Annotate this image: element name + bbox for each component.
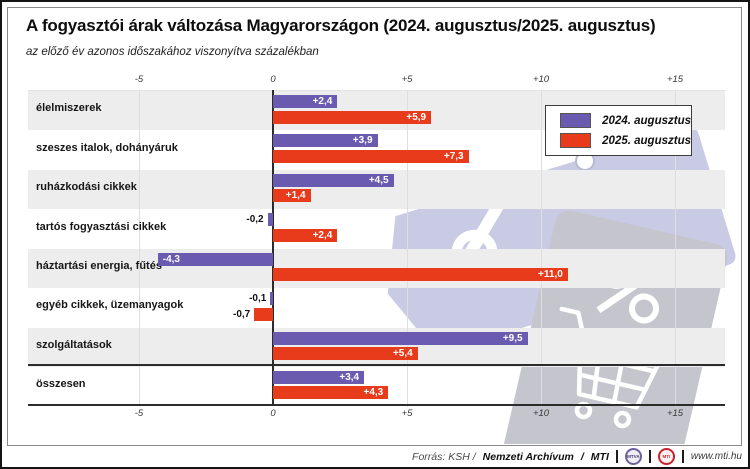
gridline <box>675 91 676 407</box>
bar-value-label: +4,3 <box>363 387 384 398</box>
category-label: összesen <box>36 377 86 390</box>
category-label: tartós fogyasztási cikkek <box>36 220 167 233</box>
legend-label-2024: 2024. augusztus <box>602 114 691 127</box>
bar-2025 <box>254 307 273 321</box>
x-tick-top: -5 <box>134 74 144 85</box>
bar-2024: +4,5 <box>273 173 394 187</box>
content-frame <box>7 7 742 446</box>
bar-value-label: +4,5 <box>368 174 389 186</box>
x-tick-top: +15 <box>666 74 684 85</box>
bar-value-label: +5,4 <box>392 348 413 360</box>
bar-2025: +2,4 <box>273 228 338 242</box>
source-label: Forrás: KSH / <box>412 450 476 463</box>
category-label: háztartási energia, fűtés <box>36 259 162 272</box>
bar-2024 <box>267 213 273 227</box>
legend-swatch-2024 <box>560 113 592 128</box>
bar-2025: +1,4 <box>273 189 311 203</box>
plot-foreground: élelmiszerek +2,4 +5,9 szeszes italok, dohá… <box>28 90 725 406</box>
bar-2025: +11,0 <box>273 268 568 282</box>
x-tick-top: +5 <box>401 74 413 85</box>
gridline <box>407 91 408 407</box>
category-label: ruházkodási cikkek <box>36 181 137 194</box>
legend-swatch-2025 <box>560 133 592 148</box>
x-tick-bottom: -5 <box>134 408 144 419</box>
bar-2025: +7,3 <box>273 149 469 163</box>
bar-2024: +2,4 <box>273 95 338 108</box>
bar-value-label: +3,9 <box>352 135 373 147</box>
legend-item-2025: 2025. augusztus <box>560 133 691 148</box>
bar-value-label: +2,4 <box>312 96 333 107</box>
page-title: A fogyasztói árak változása Magyarország… <box>26 16 656 35</box>
footer-divider <box>681 450 684 463</box>
legend-label-2025: 2025. augusztus <box>602 134 691 147</box>
mti-logo-icon: MTI <box>657 448 675 465</box>
category-label: egyéb cikkek, üzemanyagok <box>36 299 184 312</box>
bar-value-label: +2,4 <box>312 229 333 241</box>
bar-value-label: -0,7 <box>233 308 251 320</box>
gridline <box>139 91 140 407</box>
bar-value-label: +5,9 <box>406 111 427 123</box>
x-tick-bottom: +5 <box>401 408 413 419</box>
bar-2024: +3,4 <box>273 371 365 384</box>
x-tick-top: 0 <box>270 74 276 85</box>
source-archive: Nemzeti Archívum <box>482 450 574 463</box>
bar-2024: +3,9 <box>273 134 378 148</box>
x-tick-bottom: +15 <box>666 408 684 419</box>
footer-bar: Forrás: KSH / Nemzeti Archívum / MTI MTV… <box>2 447 746 466</box>
bar-value-label: -0,1 <box>249 293 267 305</box>
x-axis-line <box>28 404 725 406</box>
legend-item-2024: 2024. augusztus <box>560 113 691 128</box>
bar-value-label: +3,4 <box>339 372 360 383</box>
category-label: élelmiszerek <box>36 102 102 115</box>
bar-value-label: -4,3 <box>162 253 180 265</box>
bar-value-label: +1,4 <box>285 190 306 202</box>
footer-divider <box>615 450 618 463</box>
gridline <box>541 91 542 407</box>
bar-2024 <box>270 292 273 306</box>
source-separator: / <box>580 450 584 463</box>
x-tick-bottom: +10 <box>532 408 550 419</box>
x-tick-top: +10 <box>532 74 550 85</box>
zero-axis-line <box>272 90 274 406</box>
bar-2024: +9,5 <box>273 331 528 345</box>
mtva-logo-icon: MTVA <box>624 448 642 465</box>
chart-legend: 2024. augusztus 2025. augusztus <box>545 105 692 156</box>
bar-value-label: -0,2 <box>246 214 264 226</box>
x-tick-bottom: 0 <box>270 408 276 419</box>
footer-divider <box>648 450 651 463</box>
bar-value-label: +7,3 <box>443 150 464 162</box>
page-subtitle: az előző év azonos időszakához viszonyít… <box>26 46 319 58</box>
source-mti: MTI <box>590 450 609 463</box>
category-label: szeszes italok, dohányáruk <box>36 141 178 154</box>
category-label: szolgáltatások <box>36 338 112 351</box>
bar-2025: +5,4 <box>273 347 418 361</box>
bar-2024: -4,3 <box>157 252 273 266</box>
bar-2025: +5,9 <box>273 110 432 124</box>
bar-value-label: +11,0 <box>538 269 563 281</box>
bar-value-label: +9,5 <box>502 332 523 344</box>
footer-url: www.mti.hu <box>690 451 742 462</box>
summary-separator-line <box>28 364 725 366</box>
bar-2025: +4,3 <box>273 386 389 399</box>
